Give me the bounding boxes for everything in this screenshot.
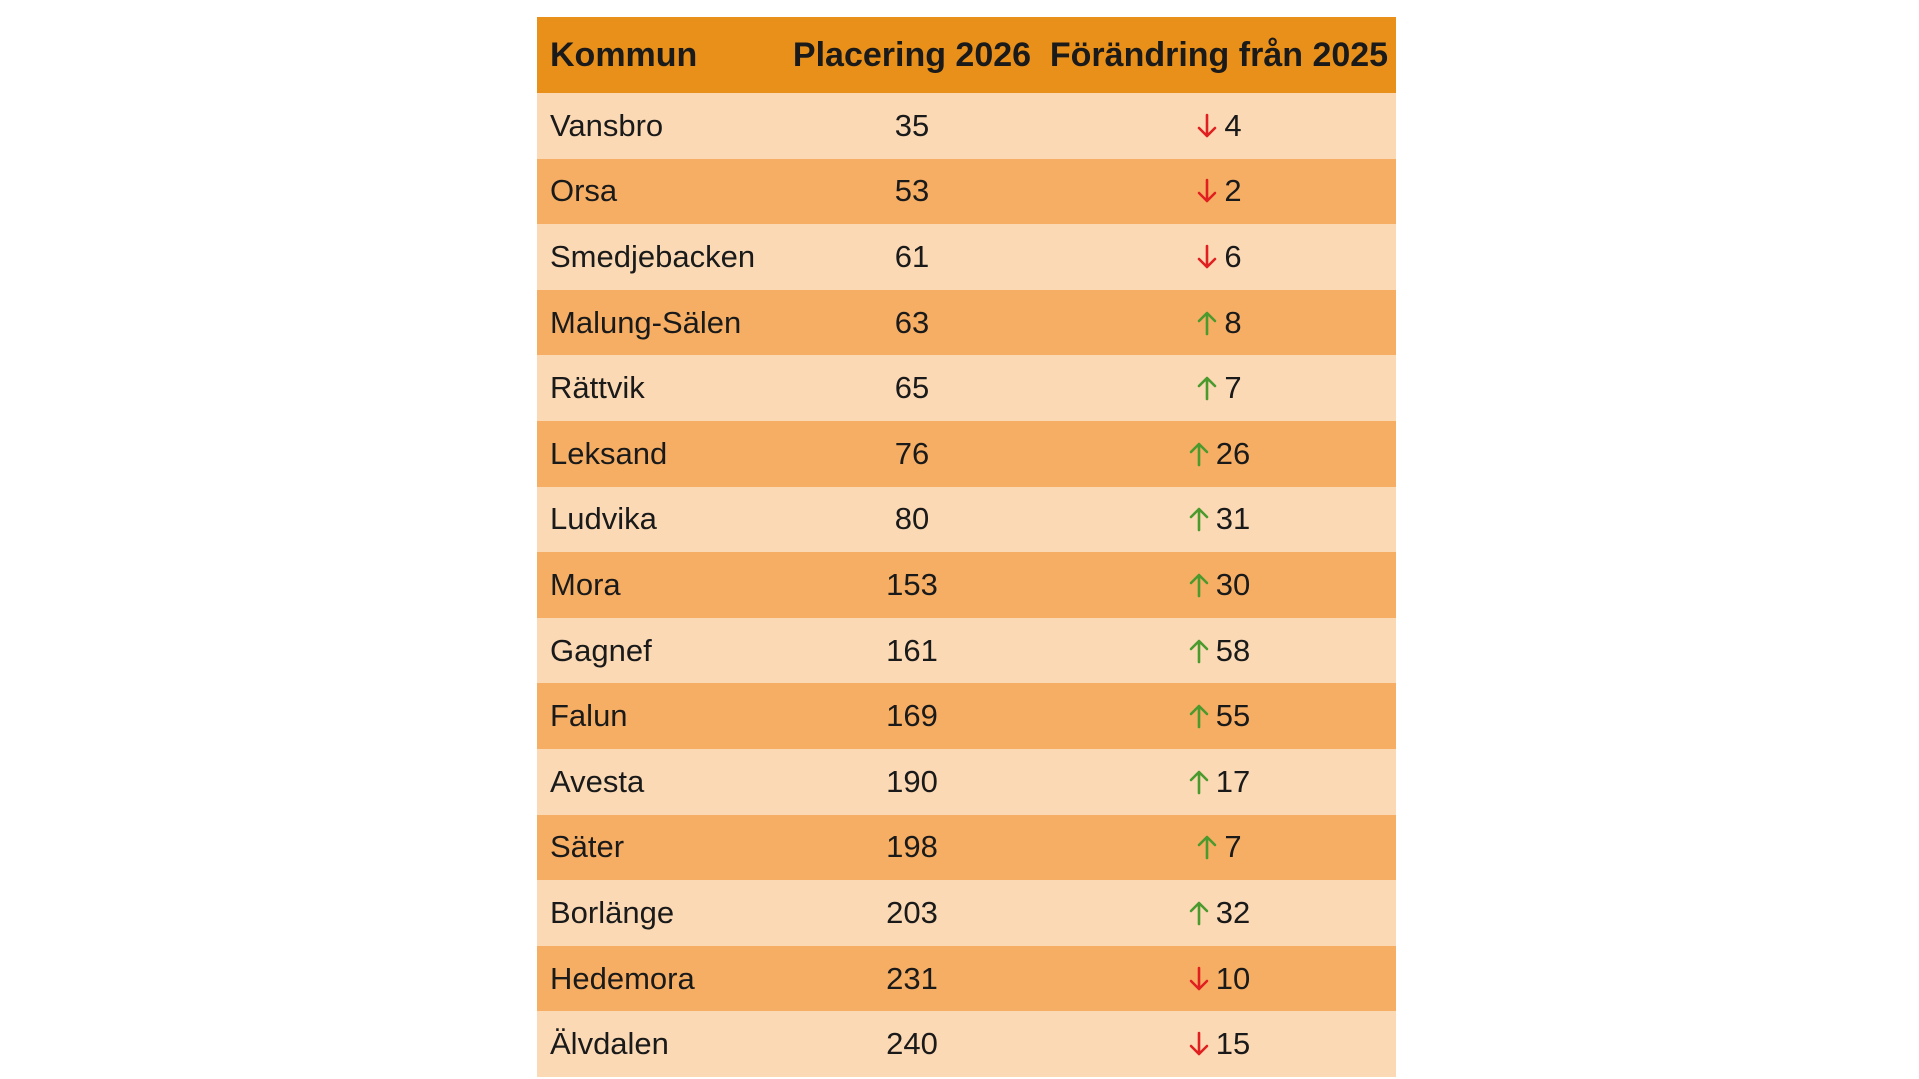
table-row: Säter 198 7 (537, 814, 1396, 881)
cell-kommun: Orsa (550, 173, 618, 209)
cell-kommun: Vansbro (550, 107, 664, 143)
cell-forandring: 31 (1042, 501, 1396, 537)
table-row: Rättvik 65 7 (537, 355, 1396, 421)
table-row: Leksand 76 26 (537, 420, 1396, 487)
change-value: 30 (1215, 566, 1251, 602)
change-value: 4 (1224, 107, 1242, 143)
cell-placering: 65 (894, 370, 930, 406)
cell-placering: 161 (886, 632, 938, 668)
table-row: Mora 153 30 (537, 552, 1396, 618)
cell-forandring: 15 (1042, 1026, 1396, 1062)
table-row: Gagnef 161 58 (537, 617, 1396, 684)
cell-forandring: 8 (1042, 305, 1396, 341)
cell-forandring: 30 (1042, 567, 1396, 603)
arrow-down-icon (1188, 1030, 1210, 1058)
cell-forandring: 26 (1042, 436, 1396, 472)
table-row: Malung-Sälen 63 8 (537, 289, 1396, 356)
arrow-down-icon (1196, 112, 1218, 140)
cell-forandring: 55 (1042, 698, 1396, 734)
arrow-up-icon (1188, 505, 1210, 533)
change-value: 7 (1224, 829, 1242, 865)
arrow-up-icon (1188, 571, 1210, 599)
arrow-up-icon (1196, 374, 1218, 402)
cell-placering: 80 (894, 501, 930, 537)
table-row: Älvdalen 240 15 (537, 1011, 1396, 1077)
cell-forandring: 4 (1042, 108, 1396, 144)
cell-kommun: Borlänge (550, 894, 675, 930)
change-value: 15 (1215, 1026, 1251, 1062)
arrow-up-icon (1188, 637, 1210, 665)
cell-forandring: 17 (1042, 764, 1396, 800)
cell-kommun: Falun (550, 698, 628, 734)
arrow-up-icon (1196, 309, 1218, 337)
cell-kommun: Gagnef (550, 632, 652, 668)
arrow-up-icon (1196, 833, 1218, 861)
cell-kommun: Säter (550, 829, 625, 865)
cell-placering: 198 (886, 829, 938, 865)
table-row: Falun 169 55 (537, 683, 1396, 749)
cell-kommun: Älvdalen (550, 1026, 669, 1062)
cell-kommun: Mora (550, 566, 621, 602)
change-value: 32 (1215, 894, 1251, 930)
cell-placering: 63 (894, 304, 930, 340)
cell-kommun: Malung-Sälen (550, 304, 742, 340)
arrow-down-icon (1196, 243, 1218, 271)
cell-forandring: 7 (1042, 829, 1396, 865)
table-header-row: Kommun Placering 2026 Förändring från 20… (537, 17, 1396, 93)
table-row: Ludvika 80 31 (537, 486, 1396, 553)
change-value: 26 (1215, 435, 1251, 471)
cell-kommun: Ludvika (550, 501, 657, 537)
arrow-up-icon (1188, 899, 1210, 927)
cell-kommun: Hedemora (550, 960, 695, 996)
cell-kommun: Avesta (550, 763, 645, 799)
cell-forandring: 2 (1042, 173, 1396, 209)
cell-placering: 35 (894, 107, 930, 143)
change-value: 2 (1224, 173, 1242, 209)
table-row: Smedjebacken 61 6 (537, 224, 1396, 290)
table-row: Avesta 190 17 (537, 748, 1396, 815)
change-value: 10 (1215, 960, 1251, 996)
change-value: 8 (1224, 304, 1242, 340)
header-forandring: Förändring från 2025 (1049, 35, 1389, 74)
cell-placering: 76 (894, 435, 930, 471)
change-value: 55 (1215, 698, 1251, 734)
cell-placering: 169 (886, 698, 938, 734)
change-value: 31 (1215, 501, 1251, 537)
cell-placering: 53 (894, 173, 930, 209)
arrow-up-icon (1188, 702, 1210, 730)
change-value: 17 (1215, 763, 1251, 799)
cell-forandring: 58 (1042, 633, 1396, 669)
arrow-down-icon (1188, 965, 1210, 993)
arrow-up-icon (1188, 768, 1210, 796)
arrow-down-icon (1196, 177, 1218, 205)
arrow-up-icon (1188, 440, 1210, 468)
table-row: Vansbro 35 4 (537, 93, 1396, 159)
cell-kommun: Leksand (550, 435, 668, 471)
cell-placering: 190 (886, 763, 938, 799)
cell-placering: 153 (886, 566, 938, 602)
table-body: Vansbro 35 4 Orsa 53 2 Smedjebacken 61 6 Malung-S… (537, 93, 1396, 1077)
cell-placering: 61 (894, 238, 930, 274)
cell-placering: 240 (886, 1026, 938, 1062)
cell-forandring: 32 (1042, 895, 1396, 931)
table-row: Hedemora 231 10 (537, 945, 1396, 1012)
cell-kommun: Smedjebacken (550, 238, 756, 274)
cell-placering: 203 (886, 894, 938, 930)
change-value: 7 (1224, 370, 1242, 406)
ranking-table: Kommun Placering 2026 Förändring från 20… (537, 17, 1396, 1077)
cell-kommun: Rättvik (550, 370, 645, 406)
cell-forandring: 10 (1042, 961, 1396, 997)
table-row: Borlänge 203 32 (537, 880, 1396, 946)
header-kommun: Kommun (550, 35, 698, 74)
cell-forandring: 7 (1042, 370, 1396, 406)
table-row: Orsa 53 2 (537, 158, 1396, 225)
change-value: 6 (1224, 238, 1242, 274)
change-value: 58 (1215, 632, 1251, 668)
cell-forandring: 6 (1042, 239, 1396, 275)
cell-placering: 231 (886, 960, 938, 996)
header-placering: Placering 2026 (792, 35, 1032, 74)
